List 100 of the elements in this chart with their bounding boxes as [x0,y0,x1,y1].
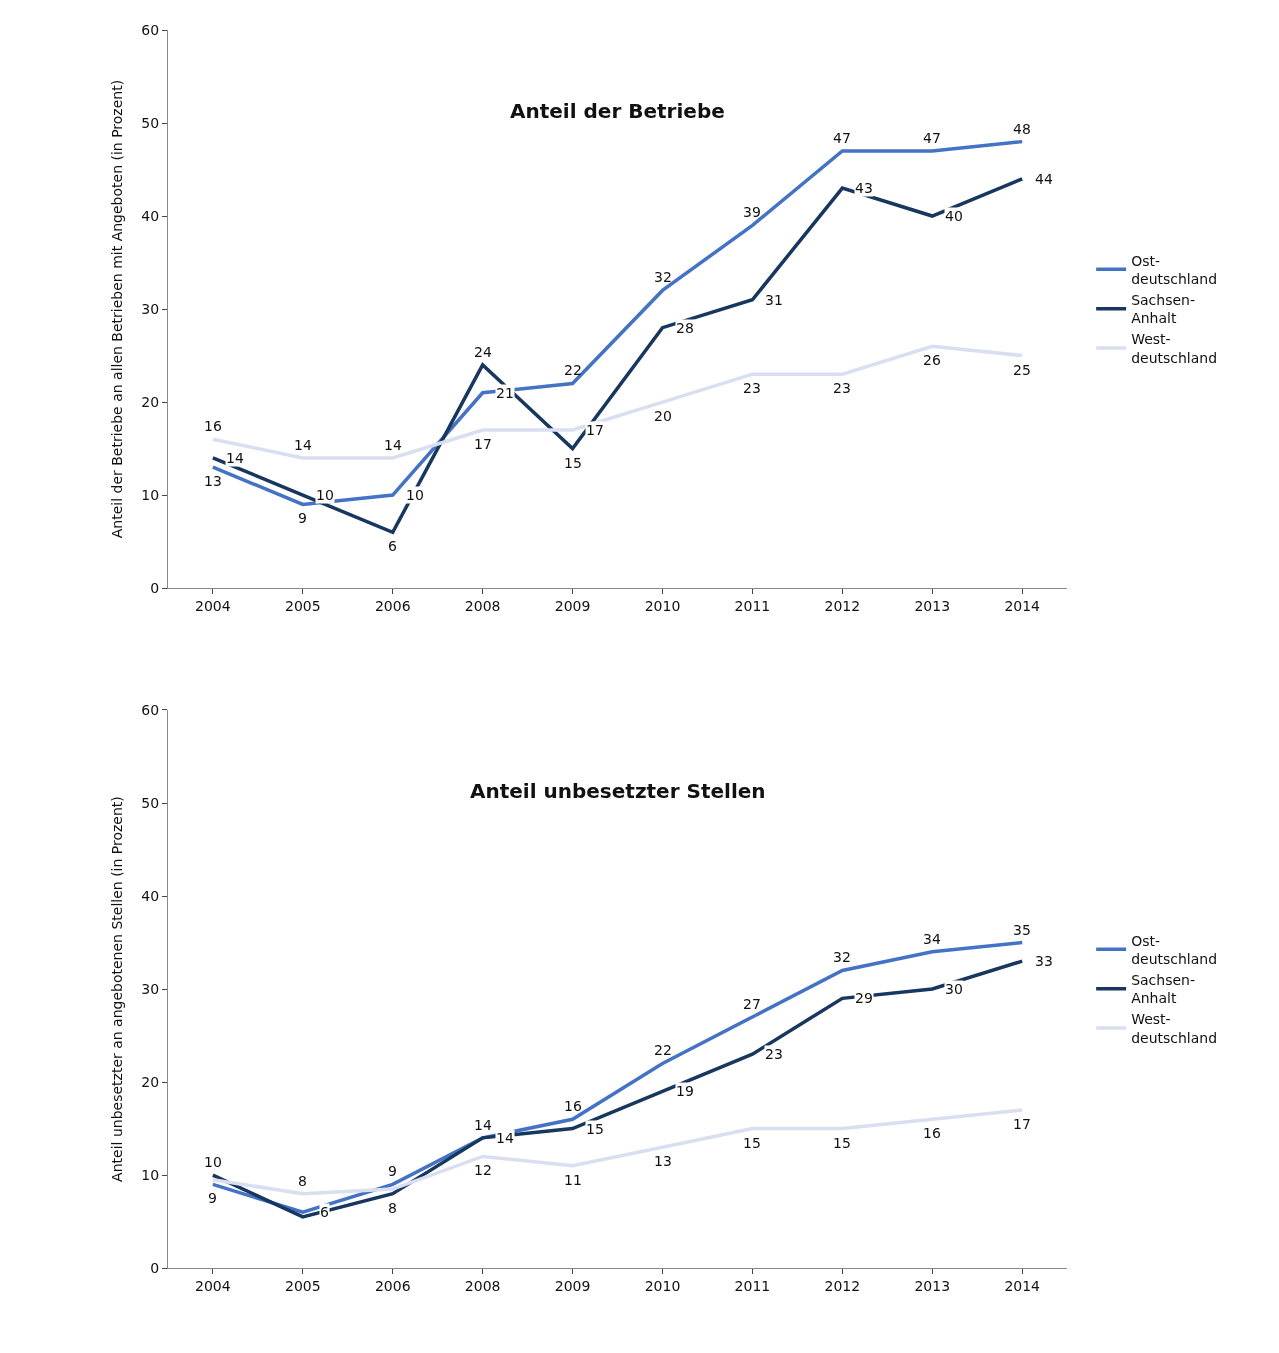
data-label: 32 [654,269,672,285]
legend-label: Ost-deutschland [1131,252,1218,287]
data-label: 16 [204,418,222,434]
text: Anteil unbesetzter Stellen [470,779,766,803]
y-tick-label: 30 [141,980,160,997]
data-label: 20 [654,408,672,424]
legend-label: Sachsen-Anhalt [1131,292,1196,327]
data-label: 48 [1013,121,1031,137]
x-tick-label: 2009 [554,597,591,614]
data-label: 17 [1013,1116,1031,1132]
data-label: 28 [676,320,694,336]
data-label: 15 [743,1135,761,1151]
legend-label: West-deutschland [1131,1011,1218,1046]
data-label: 43 [855,180,873,196]
data-label: 10 [316,487,334,503]
data-label: 16 [923,1125,941,1141]
data-label: 47 [923,130,941,146]
y-tick-label: 0 [150,1259,160,1276]
data-label: 39 [743,204,761,220]
legend-label: Ost-deutschland [1131,932,1218,967]
data-label: 40 [945,208,963,224]
x-tick-label: 2014 [1004,1277,1041,1294]
y-tick-label: 10 [141,486,160,503]
x-tick-label: 2012 [824,1277,861,1294]
y-tick-label: 40 [141,887,160,904]
data-label: 9 [298,510,307,526]
x-tick-label: 2004 [195,1277,231,1294]
data-label: 13 [204,473,222,489]
data-label: 27 [743,996,761,1012]
data-label: 10 [204,1154,222,1170]
data-label: 23 [743,380,761,396]
data-label: 23 [765,1046,783,1062]
y-axis-title: Anteil der Betriebe an allen Betrieben mit Angeboten (in Prozent) [108,79,125,539]
data-label: 19 [676,1083,694,1099]
data-label: 22 [654,1042,672,1058]
x-tick-label: 2011 [734,597,771,614]
y-tick-label: 30 [141,300,160,317]
text: Anteil der Betriebe [510,99,725,123]
y-axis-title: Anteil unbesetzter an angebotenen Stellen (in Prozent) [108,796,125,1182]
y-tick-label: 60 [141,21,160,38]
y-tick-label: 50 [141,114,160,131]
data-label: 14 [384,437,402,453]
data-label: 8 [388,1200,397,1216]
data-label: 16 [564,1098,582,1114]
data-label: 12 [474,1162,492,1178]
x-tick-label: 2006 [374,597,411,614]
y-tick-label: 50 [141,794,160,811]
data-label: 24 [474,344,492,360]
y-tick-label: 60 [141,701,160,718]
legend-label: Sachsen-Anhalt [1131,972,1196,1007]
data-label: 10 [406,487,424,503]
data-label: 32 [833,949,851,965]
data-label: 14 [496,1130,514,1146]
x-tick-label: 2014 [1004,597,1041,614]
x-tick-label: 2005 [284,1277,321,1294]
x-tick-label: 2010 [644,1277,681,1294]
y-tick-label: 40 [141,207,160,224]
x-tick-label: 2005 [284,597,321,614]
data-label: 30 [945,981,963,997]
data-label: 25 [1013,362,1031,378]
data-label: 35 [1013,922,1031,938]
x-tick-label: 2010 [644,597,681,614]
data-label: 6 [320,1204,329,1220]
data-label: 11 [564,1172,582,1188]
y-tick-label: 0 [150,580,160,596]
legend-label: West-deutschland [1131,331,1218,366]
data-label: 15 [833,1135,851,1151]
data-label: 15 [586,1121,604,1137]
data-label: 8 [298,1173,307,1189]
data-label: 33 [1035,953,1053,969]
x-tick-label: 2009 [554,1277,591,1294]
data-label: 44 [1035,171,1053,187]
x-tick-label: 2012 [824,597,861,614]
data-label: 17 [586,422,604,438]
data-label: 26 [923,352,941,368]
data-label: 14 [474,1117,492,1133]
x-tick-label: 2011 [734,1277,771,1294]
data-label: 23 [833,380,851,396]
data-label: 29 [855,990,873,1006]
data-label: 17 [474,436,492,452]
data-label: 9 [388,1163,397,1179]
data-label: 31 [765,292,783,308]
x-tick-label: 2013 [914,1277,951,1294]
data-label: 34 [923,931,941,947]
x-tick-label: 2008 [464,1277,501,1294]
data-label: 22 [564,362,582,378]
data-label: 9 [208,1190,217,1206]
data-label: 13 [654,1153,672,1169]
data-label: 14 [226,450,244,466]
data-label: 6 [388,538,397,554]
x-tick-label: 2008 [464,597,501,614]
data-label: 15 [564,455,582,471]
data-label: 47 [833,130,851,146]
x-tick-label: 2013 [914,597,951,614]
x-tick-label: 2006 [374,1277,411,1294]
data-label: 21 [496,385,514,401]
x-tick-label: 2004 [195,597,231,614]
y-tick-label: 10 [141,1166,160,1183]
y-tick-label: 20 [141,1073,160,1090]
y-tick-label: 20 [141,393,160,410]
